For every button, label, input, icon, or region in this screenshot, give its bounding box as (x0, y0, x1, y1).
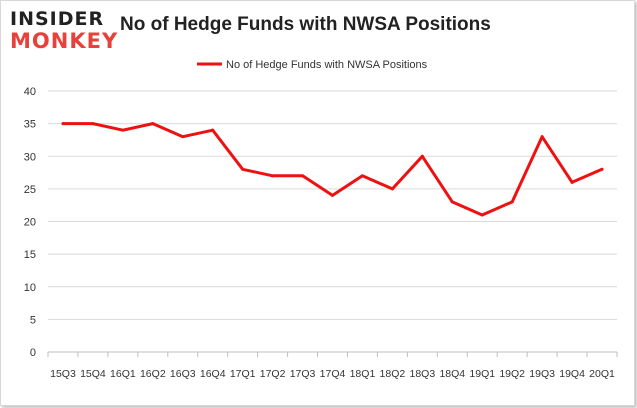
data-point-18Q3 (420, 154, 424, 158)
x-axis: 15Q3 15Q4 16Q1 16Q2 16Q3 16Q4 17Q1 17Q2 17Q3 17Q4… (47, 352, 618, 380)
x-tick-label-16Q1: 16Q1 (110, 368, 136, 380)
x-tick-label-17Q4: 17Q4 (320, 368, 346, 380)
data-point-18Q4 (450, 200, 454, 204)
y-tick-label-20: 20 (24, 217, 36, 229)
x-tick-label-15Q4: 15Q4 (80, 368, 106, 380)
chart-title: No of Hedge Funds with NWSA Positions (120, 14, 491, 35)
data-point-17Q1 (241, 167, 245, 171)
x-tick-label-19Q2: 19Q2 (499, 368, 525, 380)
x-tick-label-18Q4: 18Q4 (439, 368, 465, 380)
y-tick-label-30: 30 (24, 151, 36, 163)
series-line-0 (61, 122, 604, 217)
data-point-19Q4 (570, 180, 574, 184)
logo-text-insider: INSIDER (10, 8, 105, 30)
x-tick-label-19Q3: 19Q3 (529, 368, 555, 380)
y-tick-label-35: 35 (24, 119, 36, 131)
y-axis: 0 5 10 15 20 25 30 35 40 (24, 86, 36, 359)
gridlines (48, 90, 617, 353)
data-point-19Q1 (480, 213, 484, 217)
data-point-20Q1 (600, 167, 604, 171)
data-point-18Q2 (390, 187, 394, 191)
x-tick-label-15Q3: 15Q3 (50, 368, 76, 380)
data-point-16Q3 (181, 135, 185, 139)
logo-text-monkey: MONKEY (10, 29, 119, 53)
x-tick-label-17Q2: 17Q2 (260, 368, 286, 380)
x-tick-label-16Q2: 16Q2 (140, 368, 166, 380)
x-tick-label-18Q1: 18Q1 (350, 368, 376, 380)
y-tick-label-40: 40 (24, 86, 36, 98)
x-tick-label-18Q3: 18Q3 (409, 368, 435, 380)
x-tick-label-16Q3: 16Q3 (170, 368, 196, 380)
data-point-15Q4 (91, 122, 95, 126)
legend-label: No of Hedge Funds with NWSA Positions (226, 59, 428, 71)
data-point-17Q3 (301, 174, 305, 178)
data-point-19Q3 (540, 135, 544, 139)
data-point-16Q1 (121, 128, 125, 132)
x-tick-label-19Q4: 19Q4 (559, 368, 585, 380)
x-tick-label-17Q1: 17Q1 (230, 368, 256, 380)
data-point-17Q4 (331, 193, 334, 197)
y-tick-label-0: 0 (30, 347, 36, 359)
data-point-19Q2 (510, 200, 514, 204)
insider-monkey-logo: INSIDER MONKEY (10, 8, 117, 54)
x-tick-label-17Q3: 17Q3 (290, 368, 316, 380)
x-tick-label-20Q1: 20Q1 (589, 368, 615, 380)
data-point-18Q1 (360, 174, 364, 178)
y-tick-label-25: 25 (24, 184, 36, 196)
y-tick-label-10: 10 (24, 282, 36, 294)
x-tick-label-18Q2: 18Q2 (380, 368, 406, 380)
series-layer (61, 122, 604, 217)
data-point-16Q4 (211, 128, 215, 132)
x-tick-label-16Q4: 16Q4 (200, 368, 226, 380)
x-tick-label-19Q1: 19Q1 (469, 368, 495, 380)
data-point-16Q2 (151, 122, 155, 126)
y-tick-label-15: 15 (24, 249, 36, 261)
y-tick-label-5: 5 (30, 314, 36, 326)
legend: No of Hedge Funds with NWSA Positions (197, 59, 428, 71)
data-point-17Q2 (271, 174, 275, 178)
data-point-15Q3 (61, 122, 65, 126)
